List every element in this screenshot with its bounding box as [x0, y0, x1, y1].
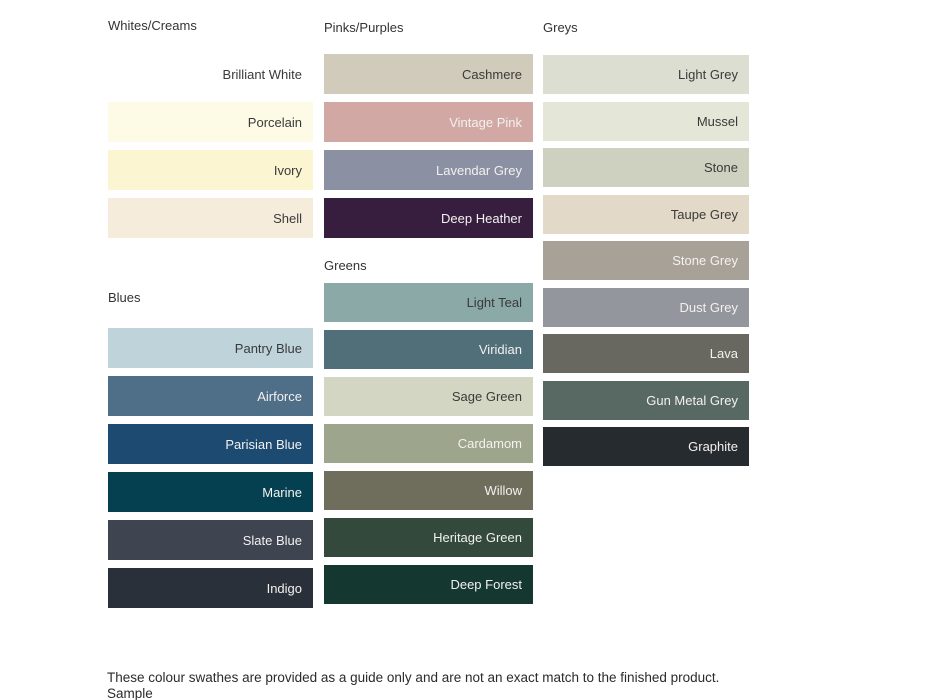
swatch-light-teal: Light Teal [324, 283, 533, 322]
swatch-vintage-pink: Vintage Pink [324, 102, 533, 142]
swatch-label: Mussel [696, 113, 738, 129]
swatch-label: Brilliant White [222, 66, 302, 82]
swatch-pantry-blue: Pantry Blue [108, 328, 313, 368]
swatch-shell: Shell [108, 198, 313, 238]
swatch-stone-grey: Stone Grey [543, 241, 749, 280]
swatch-label: Deep Heather [441, 210, 522, 226]
swatch-viridian: Viridian [324, 330, 533, 369]
swatch-label: Deep Forest [450, 577, 522, 592]
swatch-heritage-green: Heritage Green [324, 518, 533, 557]
swatch-list: Light Grey Mussel Stone Taupe Grey Stone Gre… [543, 55, 749, 466]
swatch-label: Taupe Grey [670, 206, 738, 222]
swatch-label: Sage Green [451, 389, 522, 404]
swatch-ivory: Ivory [108, 150, 313, 190]
swatch-list: Brilliant White Porcelain Ivory Shell [108, 54, 313, 238]
section-pinks-purples: Pinks/Purples Cashmere Vintage Pink Lavend… [324, 20, 533, 238]
swatch-label: Stone Grey [672, 253, 738, 268]
swatch-brilliant-white: Brilliant White [108, 54, 313, 94]
swatch-lava: Lava [543, 334, 749, 373]
swatch-indigo: Indigo [108, 568, 313, 608]
swatch-willow: Willow [324, 471, 533, 510]
swatch-cardamom: Cardamom [324, 424, 533, 463]
swatch-label: Gun Metal Grey [646, 392, 738, 408]
swatch-label: Ivory [273, 162, 302, 178]
swatch-deep-forest: Deep Forest [324, 565, 533, 604]
swatch-marine: Marine [108, 472, 313, 512]
swatch-label: Airforce [257, 388, 302, 404]
swatch-graphite: Graphite [543, 427, 749, 466]
section-title-greens: Greens [324, 258, 367, 273]
swatch-lavendar-grey: Lavendar Grey [324, 150, 533, 190]
swatch-label: Porcelain [247, 114, 302, 130]
section-title-greys: Greys [543, 20, 578, 35]
swatch-label: Indigo [266, 580, 302, 596]
swatch-label: Cardamom [457, 436, 522, 451]
swatch-label: Heritage Green [433, 530, 522, 545]
swatch-label: Shell [273, 210, 302, 226]
swatch-label: Cashmere [462, 66, 522, 82]
swatch-list: Light Teal Viridian Sage Green Cardamom Will… [324, 283, 533, 604]
swatch-label: Stone [704, 160, 738, 175]
swatch-label: Light Teal [466, 295, 522, 310]
swatch-label: Parisian Blue [225, 436, 302, 452]
swatch-label: Slate Blue [242, 532, 302, 548]
section-title-whites-creams: Whites/Creams [108, 18, 197, 33]
swatch-list: Cashmere Vintage Pink Lavendar Grey Deep He… [324, 54, 533, 238]
swatch-label: Pantry Blue [234, 340, 302, 356]
swatch-label: Lava [709, 346, 738, 361]
swatch-label: Lavendar Grey [436, 162, 522, 178]
swatch-gun-metal-grey: Gun Metal Grey [543, 380, 749, 420]
swatch-mussel: Mussel [543, 101, 749, 141]
section-title-pinks-purples: Pinks/Purples [324, 20, 404, 35]
swatch-taupe-grey: Taupe Grey [543, 194, 749, 234]
swatch-label: Vintage Pink [449, 114, 522, 130]
swatch-sage-green: Sage Green [324, 377, 533, 416]
swatch-dust-grey: Dust Grey [543, 287, 749, 327]
swatch-label: Viridian [478, 342, 522, 357]
section-blues: Blues Pantry Blue Airforce Parisian Blue Ma… [108, 290, 313, 608]
swatch-list: Pantry Blue Airforce Parisian Blue Marine Sl… [108, 328, 313, 608]
section-greens: Greens Light Teal Viridian Sage Green Carda… [324, 258, 533, 604]
section-title-blues: Blues [108, 290, 141, 305]
swatch-parisian-blue: Parisian Blue [108, 424, 313, 464]
disclaimer-text: These colour swathes are provided as a g… [107, 639, 767, 700]
section-whites-creams: Whites/Creams Brilliant White Porcelain Iv… [108, 18, 313, 238]
section-greys: Greys Light Grey Mussel Stone Taupe Grey Sto… [543, 20, 749, 466]
swatch-label: Willow [484, 483, 522, 498]
swatch-porcelain: Porcelain [108, 102, 313, 142]
swatch-deep-heather: Deep Heather [324, 198, 533, 238]
swatch-label: Graphite [688, 439, 738, 454]
swatch-label: Dust Grey [679, 299, 738, 315]
swatch-light-grey: Light Grey [543, 55, 749, 94]
swatch-airforce: Airforce [108, 376, 313, 416]
disclaimer-line-1: These colour swathes are provided as a g… [107, 670, 727, 700]
swatch-cashmere: Cashmere [324, 54, 533, 94]
swatch-slate-blue: Slate Blue [108, 520, 313, 560]
swatch-label: Marine [262, 484, 302, 500]
swatch-label: Light Grey [678, 67, 738, 82]
swatch-stone: Stone [543, 148, 749, 187]
